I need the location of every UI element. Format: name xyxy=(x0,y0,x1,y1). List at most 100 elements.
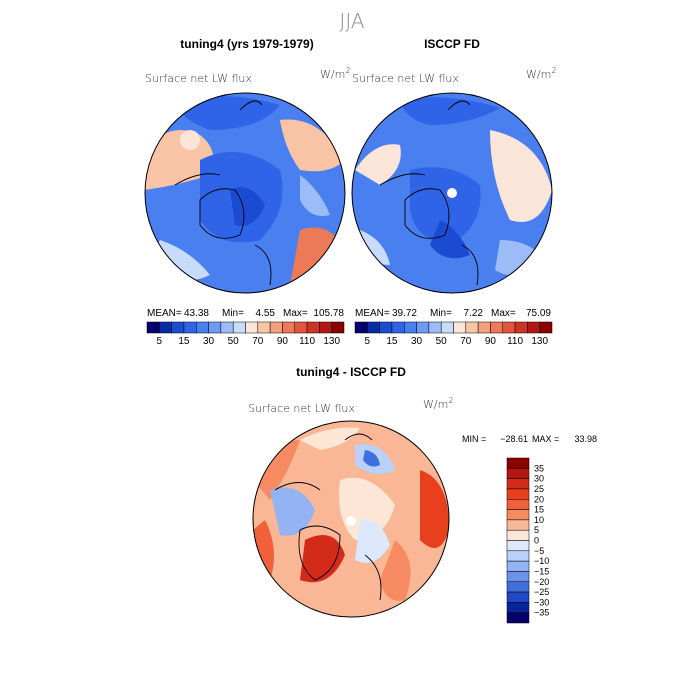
colorbar-tick-label: 5 xyxy=(534,525,539,535)
units-exponent: 2 xyxy=(345,66,350,75)
colorbar-tick-label: −5 xyxy=(534,546,544,556)
colorbar-tick-label: 130 xyxy=(531,336,548,347)
stat-min-label: Min= xyxy=(222,308,244,319)
stat-min-label: MIN = xyxy=(462,434,486,444)
units-base: W/m xyxy=(320,68,345,81)
stat-mean-value: 43.38 xyxy=(184,308,209,319)
colorbar-tick-label: −25 xyxy=(534,587,549,597)
stat-max-value: 75.09 xyxy=(526,308,551,319)
colorbar-swatch xyxy=(319,321,332,334)
colorbar-tick-label: 50 xyxy=(228,336,240,347)
colorbar-swatch xyxy=(527,321,540,334)
stat-min-value: 4.55 xyxy=(256,308,276,319)
field-label: Surface net LW flux xyxy=(248,402,355,415)
colorbar-swatch xyxy=(391,321,405,334)
colorbar-swatch xyxy=(282,321,295,334)
colorbar-swatch xyxy=(232,321,246,334)
colorbar-tick-label: −30 xyxy=(534,597,549,607)
colorbar-swatch xyxy=(367,321,380,334)
panel-difference: tuning4 - ISCCP FD Surface net LW flux W… xyxy=(248,365,597,624)
colorbar-swatch xyxy=(506,509,530,521)
colorbar-tick-label: 30 xyxy=(203,336,215,347)
colorbar-tick-label: 90 xyxy=(485,336,497,347)
colorbar-swatch xyxy=(196,321,209,334)
colorbar-swatch xyxy=(506,468,530,479)
colorbar-swatch xyxy=(506,612,530,624)
units-base: W/m xyxy=(526,68,551,81)
colorbar-tick-label: 0 xyxy=(534,536,539,546)
colorbar-swatch xyxy=(465,321,479,334)
colorbar-tick-label: 15 xyxy=(386,336,398,347)
colorbar-tick-label: 10 xyxy=(534,515,544,525)
field-label: Surface net LW flux xyxy=(352,72,459,85)
colorbar: 5 15 30 50 70 90 110 130 xyxy=(146,321,345,347)
colorbar-swatch xyxy=(159,321,172,334)
colorbar-tick-label: −35 xyxy=(534,608,549,618)
panel-title: ISCCP FD xyxy=(424,37,480,51)
colorbar-swatch xyxy=(269,321,283,334)
colorbar-tick-label: 110 xyxy=(507,336,523,347)
colorbar-swatch xyxy=(490,321,503,334)
panel-model: tuning4 (yrs 1979-1979) Surface net LW f… xyxy=(144,37,350,347)
colorbar-tick-label: 15 xyxy=(178,336,190,347)
colorbar-swatch xyxy=(183,321,197,334)
stat-min-value: 7.22 xyxy=(464,308,484,319)
colorbar-swatch xyxy=(477,321,491,334)
colorbar-tick-label: 30 xyxy=(411,336,423,347)
colorbar-swatch xyxy=(220,321,234,334)
colorbar-swatch xyxy=(506,488,530,500)
units-base: W/m xyxy=(423,398,448,411)
colorbar-swatch xyxy=(257,321,271,334)
colorbar-tick-label: 15 xyxy=(534,505,544,515)
colorbar-swatch xyxy=(514,321,528,334)
stat-min-value: −28.61 xyxy=(500,434,528,444)
panel-title: tuning4 (yrs 1979-1979) xyxy=(180,37,313,51)
colorbar-tick-label: 50 xyxy=(436,336,448,347)
map-disc xyxy=(252,420,450,618)
colorbar-swatch xyxy=(506,560,530,572)
field-label: Surface net LW flux xyxy=(145,72,252,85)
colorbar-swatch xyxy=(354,321,368,334)
colorbar-tick-label: 25 xyxy=(534,484,544,494)
stat-max-value: 105.78 xyxy=(313,308,344,319)
colorbar-tick-label: 5 xyxy=(157,336,163,347)
colorbar-swatch xyxy=(506,478,530,490)
colorbar-swatch xyxy=(416,321,430,334)
colorbar-tick-label: 70 xyxy=(252,336,264,347)
colorbar-swatch xyxy=(506,550,530,562)
colorbar-swatch xyxy=(146,321,160,334)
stat-max-label: Max= xyxy=(491,308,516,319)
colorbar: 5 15 30 50 70 90 110 130 xyxy=(354,321,553,347)
colorbar-swatch xyxy=(506,540,530,552)
stat-max-label: MAX = xyxy=(532,434,559,444)
colorbar-tick-label: 5 xyxy=(365,336,371,347)
stat-mean-value: 39.72 xyxy=(392,308,417,319)
colorbar-swatch xyxy=(379,321,393,334)
map-disc xyxy=(144,92,346,294)
colorbar-tick-label: 130 xyxy=(323,336,340,347)
map-disc xyxy=(351,92,553,294)
colorbar-swatch xyxy=(506,591,530,603)
colorbar-tick-label: 35 xyxy=(534,463,544,473)
colorbar-swatch xyxy=(502,321,516,334)
stat-mean-label: MEAN= xyxy=(355,308,390,319)
colorbar-swatch xyxy=(331,321,345,334)
colorbar-tick-label: −20 xyxy=(534,577,549,587)
colorbar-swatch xyxy=(245,321,259,334)
colorbar-swatch xyxy=(404,321,417,334)
stat-max-value: 33.98 xyxy=(574,434,597,444)
colorbar-swatch xyxy=(506,519,530,531)
colorbar-swatch xyxy=(294,321,308,334)
colorbar-tick-label: −15 xyxy=(534,566,549,576)
colorbar-swatch xyxy=(539,321,553,334)
colorbar-swatch xyxy=(506,457,530,469)
stat-mean-label: MEAN= xyxy=(147,308,182,319)
colorbar-swatch xyxy=(306,321,320,334)
stat-min-label: Min= xyxy=(430,308,452,319)
colorbar-swatch xyxy=(440,321,454,334)
colorbar-swatch xyxy=(453,321,467,334)
units-exponent: 2 xyxy=(551,66,556,75)
panel-observed: ISCCP FD Surface net LW flux W/m2 MEAN= … xyxy=(351,37,556,347)
